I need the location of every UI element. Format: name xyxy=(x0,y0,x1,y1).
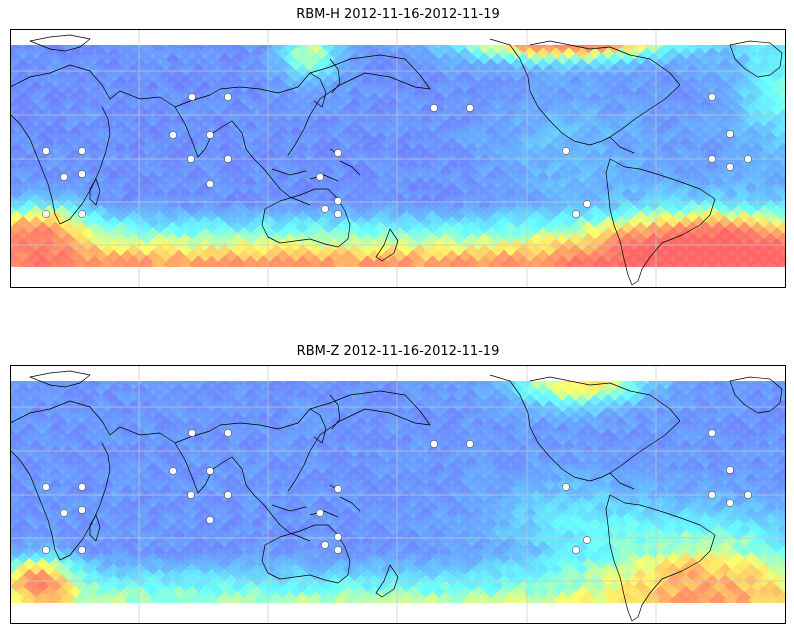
station-marker xyxy=(583,200,591,208)
north-blank-band xyxy=(10,29,786,45)
coastlines xyxy=(10,34,783,286)
station-marker xyxy=(60,173,68,181)
coastline-path xyxy=(573,136,635,154)
station-marker xyxy=(321,205,329,213)
station-marker xyxy=(744,155,752,163)
coastline-path xyxy=(729,40,783,78)
station-markers xyxy=(42,93,752,218)
coastline-path xyxy=(609,84,681,138)
station-marker xyxy=(466,104,474,112)
station-marker xyxy=(78,210,86,218)
coastline-path xyxy=(339,160,361,176)
coastline-path xyxy=(529,40,681,86)
coastline-path xyxy=(271,168,307,176)
field-cells xyxy=(10,372,786,610)
coastline-path xyxy=(375,228,399,262)
station-marker xyxy=(78,170,86,178)
station-marker xyxy=(42,210,50,218)
station-marker xyxy=(562,147,570,155)
coastline-path xyxy=(245,148,311,206)
station-marker xyxy=(334,149,342,157)
panel-1-title: RBM-H 2012-11-16-2012-11-19 xyxy=(296,7,500,22)
panel-2-title: RBM-Z 2012-11-16-2012-11-19 xyxy=(296,344,500,359)
station-marker xyxy=(726,130,734,138)
station-marker xyxy=(316,173,324,181)
station-marker xyxy=(206,131,214,139)
panel-2-map xyxy=(10,365,786,624)
coastline-path xyxy=(89,178,101,206)
gridlines xyxy=(10,29,786,288)
station-marker xyxy=(334,197,342,205)
coastline-path xyxy=(605,158,716,286)
station-marker xyxy=(572,210,580,218)
station-marker xyxy=(224,155,232,163)
coastline-path xyxy=(174,106,247,158)
station-marker xyxy=(42,147,50,155)
station-marker xyxy=(169,131,177,139)
station-marker xyxy=(430,104,438,112)
station-marker xyxy=(78,147,86,155)
coastline-path xyxy=(29,34,91,52)
station-marker xyxy=(206,180,214,188)
panel-1-map xyxy=(10,29,786,288)
station-marker xyxy=(187,155,195,163)
south-blank-band xyxy=(10,267,786,288)
coastline-path xyxy=(309,72,327,108)
coastline-path xyxy=(261,188,351,248)
station-marker xyxy=(188,93,196,101)
coastline-path xyxy=(489,38,575,142)
coastline-path xyxy=(10,106,111,225)
station-marker xyxy=(334,210,342,218)
station-marker xyxy=(224,93,232,101)
station-marker xyxy=(726,163,734,171)
station-marker xyxy=(708,155,716,163)
station-marker xyxy=(708,93,716,101)
coastline-path xyxy=(329,58,341,94)
coastline-path xyxy=(10,54,431,156)
map-frame xyxy=(10,29,786,288)
coastline-path xyxy=(309,174,339,182)
field-cells xyxy=(10,36,786,274)
